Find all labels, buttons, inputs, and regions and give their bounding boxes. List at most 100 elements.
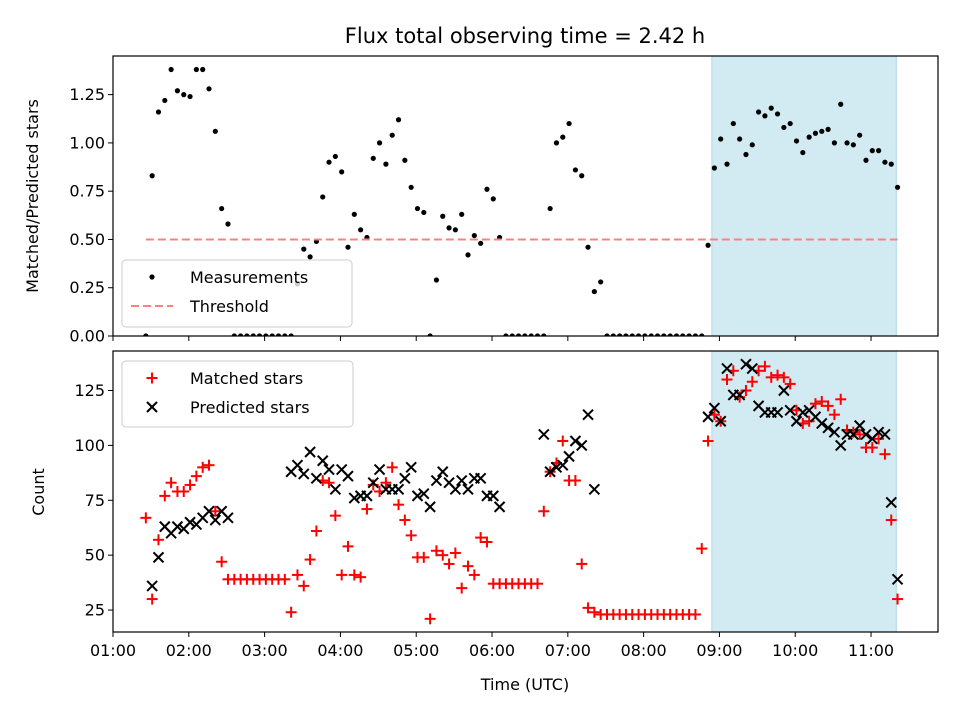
predicted-star-marker: [361, 490, 373, 502]
predicted-star-marker: [797, 406, 809, 419]
measurement-point: [332, 153, 338, 160]
matched-star-marker: [456, 582, 468, 594]
matched-star-marker: [475, 532, 487, 544]
measurement-point: [749, 142, 755, 148]
matched-star-marker: [159, 490, 171, 502]
top-legend: Measurements Threshold: [121, 259, 353, 328]
matched-star-marker: [323, 477, 335, 489]
measurement-point: [793, 138, 800, 144]
predicted-star-marker: [714, 415, 727, 427]
bottom-plot-area: 01:00 02:00 03:00 04:00 05:00 06:00 07:00 08:00…: [74, 350, 939, 660]
predicted-star-marker: [291, 459, 304, 471]
measurement-point: [168, 66, 174, 73]
measurement-point: [358, 227, 364, 233]
measurement-point: [320, 194, 326, 200]
x-axis-label: Time (UTC): [480, 675, 569, 694]
measurement-point: [503, 333, 509, 336]
matched-star-marker: [418, 551, 430, 563]
matched-star-marker: [367, 479, 379, 491]
measurement-point: [238, 333, 244, 336]
top-y-axis-label: Matched/Predicted stars: [23, 99, 42, 293]
measurement-point: [433, 277, 440, 283]
measurement-point: [446, 225, 452, 231]
measurement-point: [301, 246, 307, 252]
matched-star-marker: [557, 435, 569, 447]
measurement-point: [598, 279, 604, 285]
bottom-y-tick-label: 50: [85, 546, 105, 565]
measurement-point: [389, 132, 395, 138]
predicted-star-marker: [146, 580, 158, 592]
matched-star-marker: [342, 540, 354, 552]
top-y-tick-label: 1.25: [69, 85, 105, 104]
predicted-star-marker: [879, 428, 891, 441]
matched-star-marker: [165, 477, 177, 489]
measurement-point: [737, 136, 743, 142]
matched-star-marker: [778, 371, 790, 383]
predicted-star-marker: [550, 461, 563, 474]
matched-star-marker: [424, 613, 436, 625]
measurement-point: [705, 242, 711, 248]
top-plot-area: 0.00 0.25 0.50 0.75 1.00 1.25 Measurements Thre…: [69, 55, 939, 346]
measurement-point: [307, 254, 313, 260]
matched-star-marker: [532, 578, 544, 590]
matched-star-marker: [809, 398, 821, 410]
matched-star-marker: [879, 448, 891, 460]
legend-label: Threshold: [189, 297, 269, 316]
predicted-star-marker: [790, 415, 803, 427]
measurement-point: [465, 252, 471, 258]
predicted-star-marker: [740, 358, 752, 370]
matched-star-marker: [765, 371, 777, 383]
measurement-point: [269, 333, 275, 336]
matched-star-marker: [184, 479, 196, 491]
matched-star-marker: [696, 543, 708, 555]
legend-box: [121, 360, 354, 428]
matched-star-marker: [702, 435, 714, 447]
measurement-point: [522, 333, 528, 336]
predicted-star-marker: [462, 483, 474, 496]
measurement-point: [484, 186, 490, 192]
bottom-y-tick-label: 75: [85, 491, 105, 510]
matched-star-marker: [784, 378, 796, 390]
measurement-point: [800, 149, 806, 156]
predicted-star-marker: [557, 459, 569, 471]
predicted-star-marker: [203, 505, 215, 517]
matched-star-marker: [588, 606, 600, 618]
measurement-point: [882, 159, 888, 165]
matched-star-marker: [361, 503, 373, 515]
matched-star-marker: [152, 534, 164, 546]
measurement-point: [560, 134, 566, 140]
predicted-star-marker: [399, 472, 411, 485]
measurement-point: [528, 333, 534, 336]
matched-star-marker: [348, 569, 360, 581]
predicted-star-marker: [348, 492, 361, 504]
predicted-star-marker: [778, 384, 790, 397]
predicted-star-marker: [885, 496, 897, 509]
matched-star-marker: [146, 593, 158, 605]
predicted-star-marker: [746, 362, 758, 375]
measurement-point: [718, 136, 724, 142]
measurement-point: [200, 66, 206, 73]
measurement-point: [774, 111, 781, 117]
measurement-point: [395, 117, 402, 123]
matched-star-marker: [828, 409, 840, 421]
measurement-point: [572, 167, 579, 173]
predicted-star-marker: [588, 483, 601, 496]
predicted-star-marker: [184, 516, 196, 528]
measurement-point: [787, 120, 793, 127]
x-tick-label: 02:00: [166, 641, 212, 660]
predicted-star-marker: [816, 417, 828, 430]
measurement-point: [478, 240, 484, 246]
measurement-point: [452, 227, 458, 233]
measurement-point: [743, 151, 749, 158]
predicted-star-marker: [411, 490, 424, 502]
predicted-star-marker: [493, 501, 506, 513]
measurement-point: [143, 333, 149, 336]
predicted-star-marker: [455, 474, 468, 487]
bottom-panel: 01:00 02:00 03:00 04:00 05:00 06:00 07:00 08:00…: [29, 350, 939, 694]
x-tick-label: 07:00: [545, 641, 591, 660]
measurement-point: [414, 205, 421, 212]
x-tick-label: 09:00: [696, 641, 742, 660]
measurement-point: [825, 126, 831, 132]
matched-star-marker: [835, 393, 847, 405]
predicted-star-marker: [474, 472, 487, 485]
